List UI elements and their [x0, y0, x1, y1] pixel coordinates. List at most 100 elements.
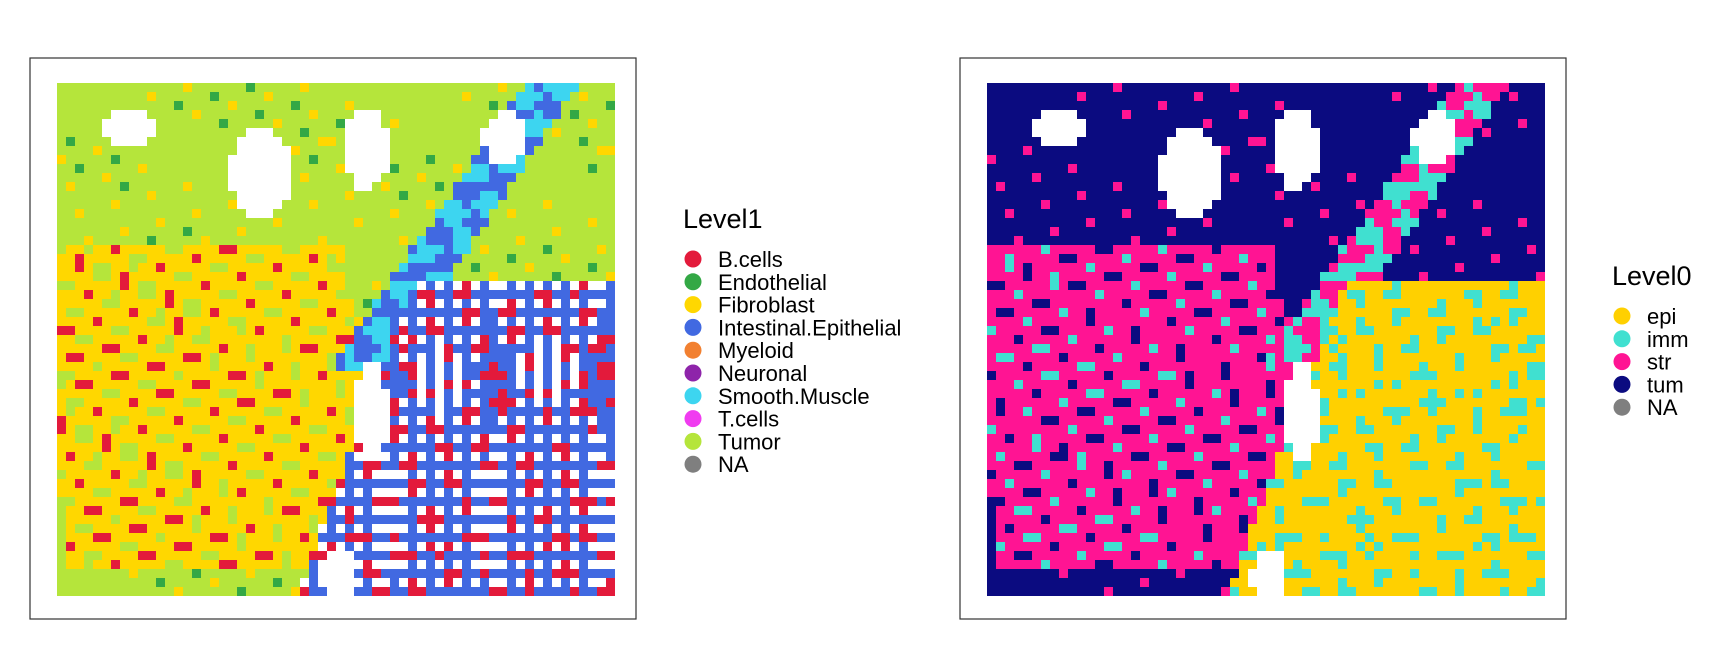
- cell-patch: [93, 488, 102, 497]
- cell-patch: [570, 407, 579, 416]
- cell-patch: [1032, 326, 1041, 335]
- cell-patch: [1473, 299, 1482, 308]
- cell-patch: [1284, 281, 1293, 290]
- cell-patch: [1185, 245, 1194, 254]
- cell-patch: [543, 146, 552, 155]
- cell-patch: [1239, 119, 1248, 128]
- cell-patch: [480, 407, 489, 416]
- legend-key-b-cells: [684, 250, 702, 268]
- cell-patch: [1140, 308, 1149, 317]
- cell-patch: [156, 164, 165, 173]
- cell-patch: [1140, 146, 1149, 155]
- cell-patch: [1275, 182, 1284, 191]
- cell-patch: [237, 209, 246, 218]
- cell-patch: [579, 137, 588, 146]
- cell-patch: [597, 209, 606, 218]
- cell-patch: [543, 110, 552, 119]
- cell-patch: [345, 173, 354, 182]
- cell-patch: [507, 263, 516, 272]
- cell-patch: [1482, 362, 1491, 371]
- cell-patch: [210, 353, 219, 362]
- cell-patch: [1374, 353, 1383, 362]
- cell-patch: [1050, 92, 1059, 101]
- cell-patch: [183, 245, 192, 254]
- cell-patch: [363, 92, 372, 101]
- cell-patch: [138, 452, 147, 461]
- cell-patch: [534, 407, 543, 416]
- cell-patch: [165, 281, 174, 290]
- cell-patch: [1158, 317, 1167, 326]
- cell-patch: [1410, 281, 1419, 290]
- cell-patch: [1257, 182, 1266, 191]
- cell-patch: [363, 461, 372, 470]
- cell-patch: [480, 416, 489, 425]
- cell-patch: [1302, 200, 1311, 209]
- cell-patch: [75, 236, 84, 245]
- cell-patch: [1257, 137, 1266, 146]
- cell-patch: [1455, 92, 1464, 101]
- cell-patch: [1518, 353, 1527, 362]
- cell-patch: [84, 488, 93, 497]
- cell-patch: [426, 335, 435, 344]
- cell-patch: [192, 488, 201, 497]
- cell-patch: [183, 389, 192, 398]
- cell-patch: [606, 578, 615, 587]
- cell-patch: [93, 533, 102, 542]
- cell-patch: [1347, 263, 1356, 272]
- cell-patch: [1158, 290, 1167, 299]
- cell-patch: [75, 308, 84, 317]
- cell-patch: [534, 119, 543, 128]
- cell-patch: [1275, 209, 1284, 218]
- cell-patch: [597, 137, 606, 146]
- cell-patch: [264, 587, 273, 596]
- cell-patch: [282, 227, 291, 236]
- cell-patch: [579, 227, 588, 236]
- cell-patch: [408, 281, 417, 290]
- cell-patch: [1212, 110, 1221, 119]
- cell-patch: [561, 173, 570, 182]
- cell-patch: [327, 506, 336, 515]
- cell-patch: [1104, 155, 1113, 164]
- cell-patch: [201, 515, 210, 524]
- cell-patch: [273, 542, 282, 551]
- cell-patch: [327, 92, 336, 101]
- cell-patch: [183, 470, 192, 479]
- cell-patch: [1284, 308, 1293, 317]
- cell-patch: [525, 542, 534, 551]
- cell-patch: [273, 227, 282, 236]
- cell-patch: [309, 110, 318, 119]
- cell-patch: [228, 218, 237, 227]
- cell-patch: [1194, 344, 1203, 353]
- cell-patch: [210, 335, 219, 344]
- cell-patch: [1536, 290, 1545, 299]
- cell-patch: [201, 227, 210, 236]
- cell-patch: [1527, 254, 1536, 263]
- cell-patch: [543, 551, 552, 560]
- cell-patch: [435, 218, 444, 227]
- cell-patch: [1041, 263, 1050, 272]
- cell-patch: [453, 245, 462, 254]
- cell-patch: [1104, 119, 1113, 128]
- cell-patch: [246, 272, 255, 281]
- cell-patch: [1266, 200, 1275, 209]
- cell-patch: [1365, 308, 1374, 317]
- cell-patch: [1383, 308, 1392, 317]
- cell-patch: [996, 371, 1005, 380]
- cell-patch: [1365, 281, 1374, 290]
- cell-patch: [426, 83, 435, 92]
- cell-patch: [1500, 344, 1509, 353]
- cell-patch: [1374, 362, 1383, 371]
- cell-patch: [1248, 290, 1257, 299]
- cell-patch: [1401, 254, 1410, 263]
- cell-patch: [264, 83, 273, 92]
- cell-patch: [291, 317, 300, 326]
- cell-patch: [246, 407, 255, 416]
- cell-patch: [282, 398, 291, 407]
- cell-patch: [228, 299, 237, 308]
- cell-patch: [1383, 173, 1392, 182]
- cell-patch: [75, 407, 84, 416]
- cell-patch: [102, 326, 111, 335]
- cell-patch: [579, 515, 588, 524]
- cell-patch: [1275, 236, 1284, 245]
- cell-patch: [1482, 155, 1491, 164]
